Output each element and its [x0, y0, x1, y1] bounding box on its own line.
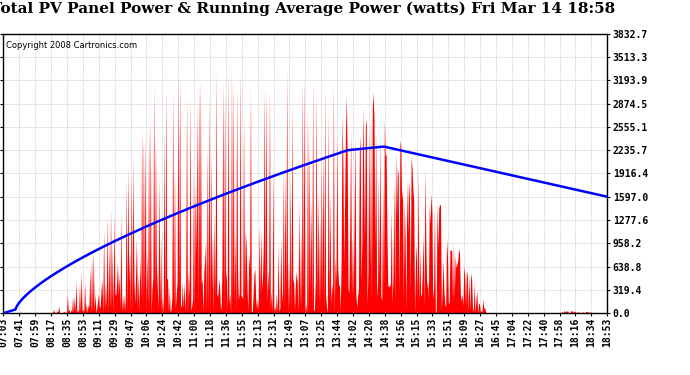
Text: Total PV Panel Power & Running Average Power (watts) Fri Mar 14 18:58: Total PV Panel Power & Running Average P…	[0, 2, 615, 16]
Text: Copyright 2008 Cartronics.com: Copyright 2008 Cartronics.com	[6, 41, 137, 50]
